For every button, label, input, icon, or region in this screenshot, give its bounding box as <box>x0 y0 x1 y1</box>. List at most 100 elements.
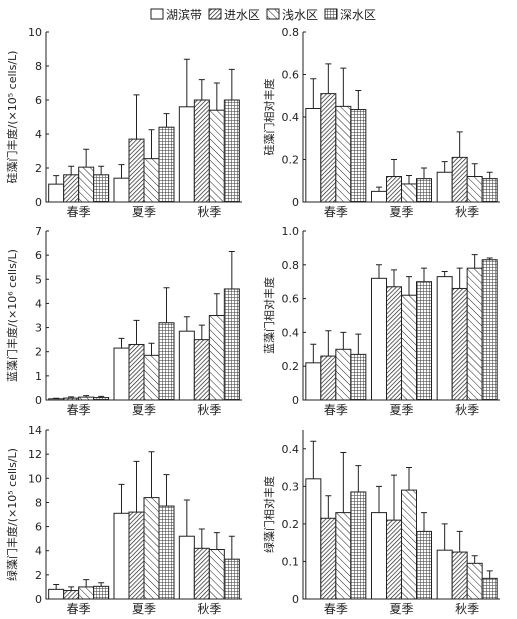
error-bar <box>98 165 105 175</box>
error-bar <box>486 171 493 179</box>
bar <box>466 176 483 203</box>
y-tick-label: 0.8 <box>282 259 300 272</box>
y-tick-label: 0.1 <box>282 555 300 568</box>
bar <box>386 176 402 203</box>
bar <box>371 512 387 600</box>
y-tick-label: 6 <box>35 249 42 262</box>
error-bar <box>486 257 493 260</box>
legend-item: 深水区 <box>324 6 376 23</box>
bar <box>93 174 110 203</box>
bar <box>208 315 225 401</box>
error-bar <box>183 58 190 107</box>
bar <box>350 109 367 203</box>
y-tick-label: 10 <box>28 26 42 39</box>
bar <box>178 535 195 600</box>
chart-panel: 0 1 2 3 4 5 6 7 蓝藻门丰度/(×10⁶ cells/L) 春季 夏季 秋季 <box>5 225 242 417</box>
legend-swatch <box>324 8 338 20</box>
bar <box>113 512 130 600</box>
bar <box>481 259 498 401</box>
y-axis-label: 硅藻门丰度/(×10⁵ cells/L) <box>5 51 19 184</box>
y-axis-label: 蓝藻门相对丰度 <box>262 277 276 354</box>
y-axis-label: 硅藻门相对丰度 <box>262 79 276 156</box>
error-bar <box>376 186 382 192</box>
bar <box>178 330 195 401</box>
y-tick-label: 4 <box>35 297 42 310</box>
bar <box>113 177 130 203</box>
y-tick-label: 1.0 <box>282 225 300 238</box>
y-tick-label: 0.8 <box>282 26 300 39</box>
error-bar <box>391 159 397 177</box>
bar <box>63 174 80 203</box>
y-tick-label: 2 <box>35 569 42 582</box>
error-bar <box>441 161 448 173</box>
bar <box>350 491 367 600</box>
bar <box>143 354 160 401</box>
error-bar <box>391 269 397 287</box>
bar <box>466 562 483 600</box>
x-category-label: 夏季 <box>389 403 413 417</box>
y-axis-label: 蓝藻门丰度/(×10⁶ cells/L) <box>5 249 19 382</box>
x-category-label: 春季 <box>324 403 348 417</box>
error-bar <box>53 175 60 185</box>
bar <box>193 339 210 401</box>
y-tick-label: 3 <box>35 322 42 335</box>
bar <box>63 590 80 600</box>
bar <box>158 322 175 401</box>
bar <box>320 517 337 600</box>
error-bar <box>325 63 332 94</box>
error-bar <box>148 342 155 356</box>
error-bar <box>183 316 190 332</box>
bar <box>93 397 110 401</box>
bar <box>436 549 453 600</box>
x-category-label: 夏季 <box>132 205 156 219</box>
x-category-label: 秋季 <box>455 205 479 219</box>
bar <box>451 156 468 203</box>
error-bar <box>213 532 220 550</box>
error-bar <box>486 570 493 579</box>
error-bar <box>391 474 397 521</box>
y-tick-label: 6 <box>35 94 42 107</box>
bar <box>371 277 387 401</box>
bar <box>208 549 225 600</box>
bar <box>178 106 195 203</box>
error-bar <box>148 129 155 159</box>
error-bar <box>340 67 347 107</box>
bar <box>386 286 402 401</box>
bar <box>350 353 367 401</box>
bar <box>63 397 80 401</box>
x-category-label: 秋季 <box>197 205 221 219</box>
error-bar <box>421 267 427 282</box>
error-bar <box>340 331 347 350</box>
bar <box>78 396 95 401</box>
bar <box>158 126 175 203</box>
error-bar <box>118 337 125 349</box>
error-bar <box>228 251 235 289</box>
error-bar <box>213 293 220 316</box>
y-tick-label: 5 <box>35 273 42 286</box>
y-tick-label: 0.2 <box>282 154 300 167</box>
error-bar <box>163 474 170 507</box>
x-category-label: 春季 <box>67 403 91 417</box>
error-bar <box>376 264 382 279</box>
legend-label: 湖滨带 <box>166 7 203 22</box>
error-bar <box>118 164 125 179</box>
bar <box>386 519 402 600</box>
y-tick-label: 8 <box>35 496 42 509</box>
y-tick-label: 0 <box>35 394 42 407</box>
x-category-label: 夏季 <box>389 602 413 616</box>
error-bar <box>68 586 75 591</box>
error-bar <box>198 528 205 549</box>
y-tick-label: 0.4 <box>282 111 300 124</box>
error-bar <box>228 68 235 100</box>
bar <box>143 158 160 203</box>
y-tick-label: 0.2 <box>282 518 300 531</box>
legend-label: 进水区 <box>224 7 261 22</box>
error-bar <box>98 582 105 587</box>
y-tick-label: 0.2 <box>282 360 300 373</box>
bar <box>320 355 337 401</box>
x-category-label: 秋季 <box>197 602 221 616</box>
error-bar <box>198 79 205 100</box>
legend-swatch <box>266 8 280 20</box>
error-bar <box>53 584 60 590</box>
y-tick-label: 0 <box>292 196 299 209</box>
